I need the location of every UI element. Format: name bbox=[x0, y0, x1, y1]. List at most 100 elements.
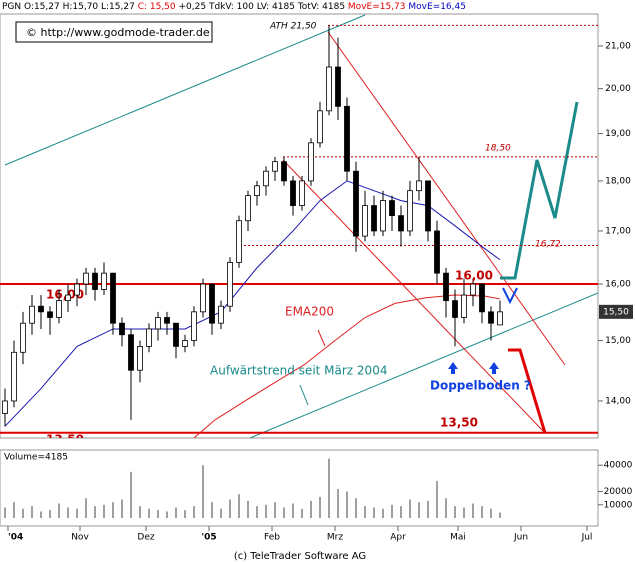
candle-body bbox=[254, 185, 260, 197]
x-tick-label: Dez bbox=[137, 533, 154, 543]
footer: (c) TeleTrader Software AG bbox=[234, 551, 366, 562]
y-tick-label: 14,00 bbox=[605, 396, 631, 406]
candle-body bbox=[218, 305, 224, 324]
last-price-label: 15,50 bbox=[603, 307, 629, 317]
moving-average bbox=[193, 294, 501, 438]
projection-down bbox=[508, 348, 547, 434]
level-label: ATH 21,50 bbox=[269, 22, 317, 32]
x-tick-label: Nov bbox=[71, 533, 89, 543]
bottom-arrow bbox=[448, 362, 458, 374]
candle-body bbox=[470, 283, 476, 296]
volume-label: Volume=4185 bbox=[4, 453, 68, 463]
candle-body bbox=[236, 220, 242, 263]
level-label: 13,50 bbox=[440, 416, 478, 430]
annotation: EMA200 bbox=[285, 305, 334, 319]
level-left-label: 13,50 bbox=[46, 433, 84, 447]
header-part: MovE=16,45 bbox=[408, 2, 466, 12]
y-tick-label: 20,00 bbox=[605, 84, 631, 94]
header: PGN O:15,27 H:15,70 L:15,27 C: 15,50 +0,… bbox=[2, 2, 466, 12]
candle-body bbox=[38, 305, 44, 313]
candle-body bbox=[11, 351, 17, 402]
header-part: C: 15,50 bbox=[138, 2, 179, 12]
plot: 16,00 13,50 bbox=[0, 24, 598, 447]
candle-body bbox=[335, 66, 341, 107]
candle-body bbox=[119, 322, 125, 336]
candle-body bbox=[461, 294, 467, 318]
candle-body bbox=[74, 283, 80, 296]
x-tick-label: Jul bbox=[581, 533, 593, 543]
candle-body bbox=[281, 161, 287, 182]
annotation: Doppelboden ? bbox=[430, 379, 531, 393]
downtrend-line-2 bbox=[282, 159, 546, 434]
candle-body bbox=[353, 170, 359, 237]
candle-body bbox=[83, 272, 89, 285]
v-mark bbox=[502, 287, 518, 305]
candle-body bbox=[263, 170, 269, 187]
candle-body bbox=[137, 346, 143, 371]
candle-body bbox=[407, 190, 413, 232]
candle-body bbox=[425, 180, 431, 232]
y-tick-label: 17,00 bbox=[605, 226, 631, 236]
trend-pointer bbox=[299, 384, 309, 406]
watermark: © http://www.godmode-trader.de bbox=[26, 26, 210, 39]
bottom-arrow bbox=[489, 362, 499, 374]
candle-body bbox=[155, 317, 161, 330]
candle-body bbox=[101, 272, 107, 290]
candle-body bbox=[173, 322, 179, 347]
x-tick-label: Mrz bbox=[327, 533, 343, 543]
y-tick-label: 16,00 bbox=[605, 280, 631, 290]
channel-upper bbox=[4, 14, 366, 166]
candle-body bbox=[128, 334, 134, 371]
candle-body bbox=[182, 340, 188, 347]
candle-body bbox=[398, 215, 404, 232]
y-tick-label: 18,00 bbox=[605, 176, 631, 186]
downtrend-line bbox=[327, 31, 566, 366]
candle-body bbox=[299, 180, 305, 206]
candle-body bbox=[389, 200, 395, 217]
candle-body bbox=[20, 322, 26, 353]
annotation: Aufwärtstrend seit März 2004 bbox=[210, 364, 387, 378]
candle-body bbox=[65, 294, 71, 302]
candle-body bbox=[2, 400, 8, 414]
level-label: 16,00 bbox=[455, 269, 493, 283]
header-part: MovE=15,73 bbox=[348, 2, 408, 12]
candle-body bbox=[29, 305, 35, 324]
candle-body bbox=[272, 161, 278, 172]
candle-body bbox=[92, 272, 98, 290]
x-tick-label: Apr bbox=[390, 533, 406, 543]
candle-body bbox=[416, 180, 422, 192]
candle-body bbox=[479, 283, 485, 313]
candle-body bbox=[344, 105, 350, 172]
candle-body bbox=[362, 205, 368, 237]
candle-body bbox=[200, 283, 206, 313]
x-tick-label: Feb bbox=[264, 533, 280, 543]
candle-body bbox=[56, 300, 62, 318]
level-label: 18,50 bbox=[485, 144, 511, 154]
candle-body bbox=[371, 205, 377, 232]
candle-body bbox=[326, 66, 332, 112]
x-tick-label: Jun bbox=[513, 533, 528, 543]
last-price-box bbox=[599, 304, 633, 319]
candle-body bbox=[497, 311, 503, 326]
candle-body bbox=[443, 272, 449, 302]
candle-body bbox=[452, 300, 458, 318]
y-tick-label: 19,00 bbox=[605, 129, 631, 139]
candle-body bbox=[290, 180, 296, 206]
candle-body bbox=[434, 230, 440, 274]
candle-body bbox=[317, 110, 323, 144]
candle-body bbox=[146, 328, 152, 347]
candle-body bbox=[308, 142, 314, 182]
level-label: 16,72 bbox=[535, 240, 561, 250]
header-part: +0,25 TdkV: 100 LV: 4185 TotV: 4185 bbox=[179, 2, 348, 12]
candle-body bbox=[245, 195, 251, 222]
volume-tick-label: 40000 bbox=[604, 461, 633, 471]
candle-body bbox=[488, 311, 494, 324]
candle-body bbox=[227, 262, 233, 307]
header-part: PGN O:15,27 H:15,70 L:15,27 bbox=[2, 2, 138, 12]
candle-body bbox=[380, 200, 386, 232]
x-tick-label: '04 bbox=[8, 533, 23, 543]
watermark-box bbox=[15, 21, 213, 43]
projection-path bbox=[500, 101, 579, 280]
